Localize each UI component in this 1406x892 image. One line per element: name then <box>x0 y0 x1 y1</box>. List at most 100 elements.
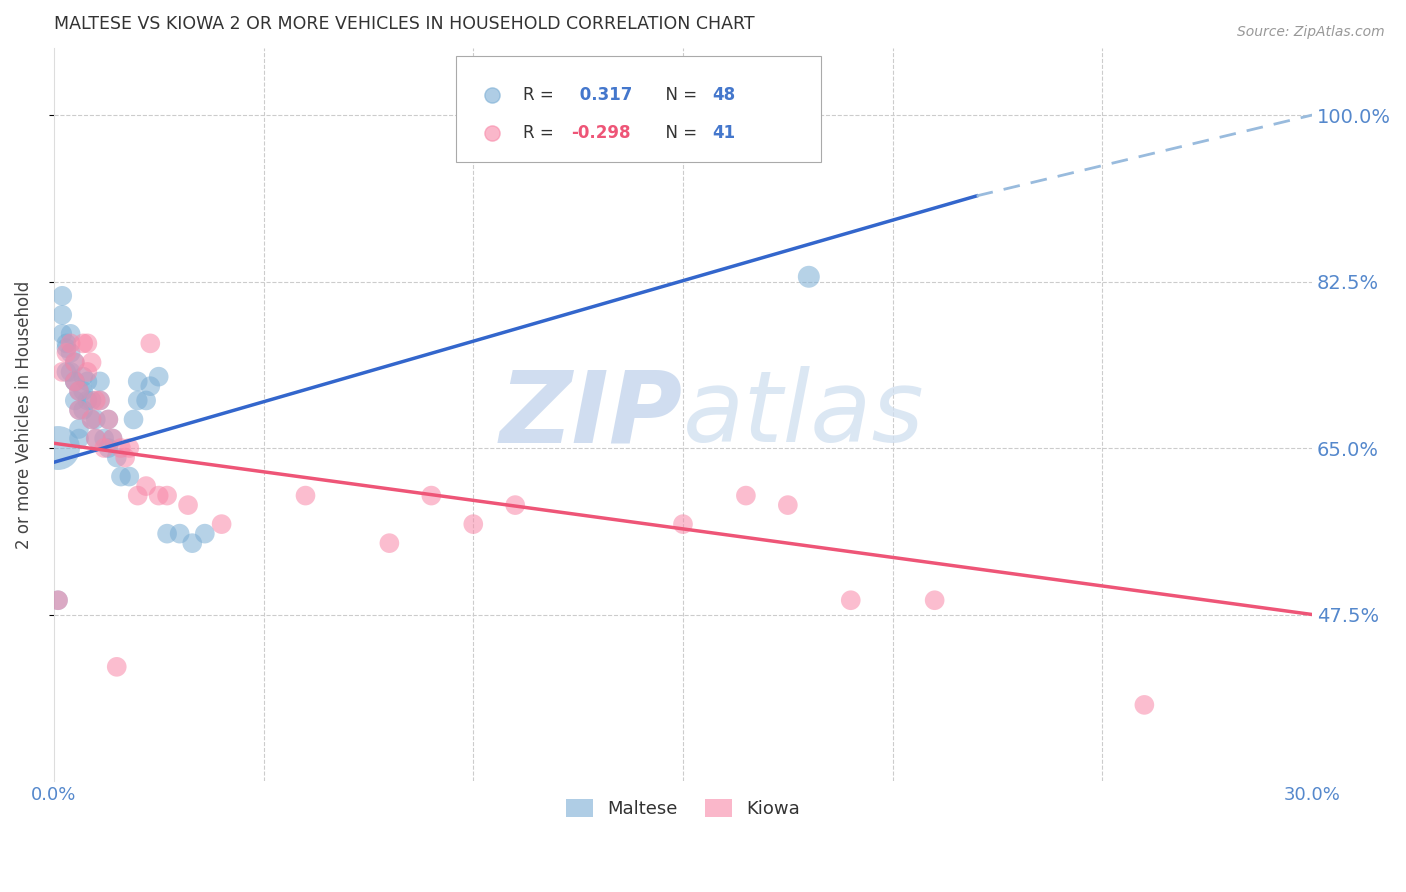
Point <box>59 336 82 351</box>
Text: N =: N = <box>655 86 703 103</box>
Point <box>72 384 94 398</box>
Point <box>72 369 94 384</box>
Point <box>118 441 141 455</box>
Point <box>776 498 799 512</box>
Point <box>67 384 90 398</box>
Point <box>127 393 149 408</box>
Point <box>135 393 157 408</box>
Point <box>63 375 86 389</box>
Point <box>76 365 98 379</box>
Point <box>76 375 98 389</box>
Point <box>80 412 103 426</box>
Text: atlas: atlas <box>683 367 925 463</box>
Point <box>80 412 103 426</box>
Point <box>127 489 149 503</box>
Point <box>378 536 401 550</box>
Point <box>110 441 132 455</box>
Point <box>177 498 200 512</box>
Point <box>194 526 217 541</box>
Point <box>59 326 82 341</box>
Point <box>46 593 69 607</box>
Point <box>51 289 73 303</box>
Point <box>84 432 107 446</box>
Point <box>148 489 170 503</box>
Point <box>80 355 103 369</box>
Text: 41: 41 <box>711 124 735 142</box>
Text: N =: N = <box>655 124 703 142</box>
Point <box>97 441 120 455</box>
Point <box>1133 698 1156 712</box>
Point <box>797 269 820 284</box>
Point <box>84 432 107 446</box>
Point <box>67 403 90 417</box>
Point <box>672 517 695 532</box>
Point <box>72 403 94 417</box>
Point <box>76 393 98 408</box>
Point <box>101 432 124 446</box>
Point <box>114 450 136 465</box>
Point <box>63 355 86 369</box>
Point <box>63 393 86 408</box>
Text: -0.298: -0.298 <box>571 124 630 142</box>
Point <box>67 384 90 398</box>
Point <box>97 412 120 426</box>
Point <box>924 593 946 607</box>
Point <box>101 432 124 446</box>
Legend: Maltese, Kiowa: Maltese, Kiowa <box>557 789 808 827</box>
Point <box>63 375 86 389</box>
Text: MALTESE VS KIOWA 2 OR MORE VEHICLES IN HOUSEHOLD CORRELATION CHART: MALTESE VS KIOWA 2 OR MORE VEHICLES IN H… <box>53 15 755 33</box>
Point <box>46 593 69 607</box>
Text: R =: R = <box>523 124 560 142</box>
Point <box>420 489 443 503</box>
Point <box>55 341 77 355</box>
Point <box>59 346 82 360</box>
Point <box>294 489 316 503</box>
Y-axis label: 2 or more Vehicles in Household: 2 or more Vehicles in Household <box>15 281 32 549</box>
Point <box>51 365 73 379</box>
Point <box>55 365 77 379</box>
Text: R =: R = <box>523 86 560 103</box>
FancyBboxPatch shape <box>457 56 821 162</box>
Point <box>55 346 77 360</box>
Point <box>97 412 120 426</box>
Point <box>105 450 128 465</box>
Point <box>105 660 128 674</box>
Point <box>93 432 115 446</box>
Point <box>89 393 111 408</box>
Point <box>122 412 145 426</box>
Point <box>156 526 179 541</box>
Point <box>139 336 162 351</box>
Point <box>135 479 157 493</box>
Text: 0.317: 0.317 <box>574 86 631 103</box>
Point <box>67 432 90 446</box>
Point <box>76 336 98 351</box>
Point <box>72 336 94 351</box>
Point <box>46 441 69 455</box>
Point <box>67 403 90 417</box>
Point <box>839 593 862 607</box>
Point <box>110 469 132 483</box>
Point <box>169 526 191 541</box>
Point <box>148 369 170 384</box>
Point <box>89 375 111 389</box>
Point <box>93 441 115 455</box>
Point <box>127 375 149 389</box>
Text: Source: ZipAtlas.com: Source: ZipAtlas.com <box>1237 25 1385 39</box>
Point <box>84 412 107 426</box>
Text: ZIP: ZIP <box>501 367 683 463</box>
Point <box>80 393 103 408</box>
Point <box>503 498 526 512</box>
Point <box>51 326 73 341</box>
Text: 48: 48 <box>711 86 735 103</box>
Point <box>139 379 162 393</box>
Point <box>63 355 86 369</box>
Point <box>463 517 485 532</box>
Point <box>118 469 141 483</box>
Point <box>51 308 73 322</box>
Point <box>156 489 179 503</box>
Point <box>89 393 111 408</box>
Point <box>735 489 758 503</box>
Point <box>63 375 86 389</box>
Point <box>84 393 107 408</box>
Point <box>55 336 77 351</box>
